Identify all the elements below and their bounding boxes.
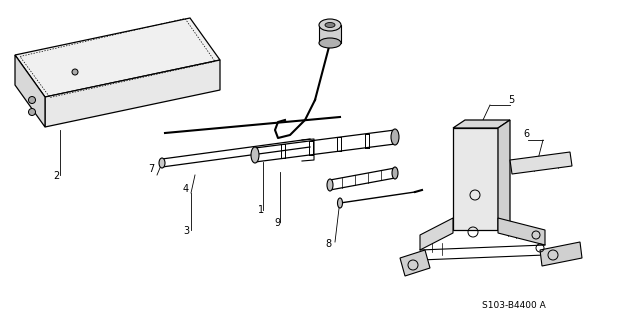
Polygon shape: [453, 120, 510, 128]
Ellipse shape: [319, 19, 341, 31]
Text: 9: 9: [274, 218, 280, 228]
Circle shape: [29, 108, 35, 116]
Ellipse shape: [159, 158, 165, 168]
Text: 4: 4: [183, 184, 189, 194]
Text: 3: 3: [183, 226, 189, 236]
Text: 6: 6: [523, 129, 529, 139]
Ellipse shape: [319, 38, 341, 48]
Polygon shape: [15, 18, 220, 97]
Ellipse shape: [337, 198, 342, 208]
Polygon shape: [319, 25, 341, 43]
Ellipse shape: [251, 147, 259, 163]
Text: 5: 5: [508, 95, 515, 105]
Text: S103-B4400 A: S103-B4400 A: [482, 301, 546, 310]
Polygon shape: [420, 218, 453, 250]
Polygon shape: [498, 120, 510, 230]
Polygon shape: [453, 128, 498, 230]
Polygon shape: [498, 218, 545, 245]
Polygon shape: [400, 250, 430, 276]
Ellipse shape: [392, 167, 398, 179]
Polygon shape: [15, 55, 45, 127]
Ellipse shape: [391, 129, 399, 145]
Text: 2: 2: [53, 171, 60, 181]
Ellipse shape: [327, 179, 333, 191]
Circle shape: [29, 97, 35, 103]
Polygon shape: [510, 152, 572, 174]
Polygon shape: [45, 60, 220, 127]
Circle shape: [72, 69, 78, 75]
Text: 7: 7: [148, 164, 154, 174]
Polygon shape: [540, 242, 582, 266]
Text: 8: 8: [325, 239, 331, 249]
Text: 1: 1: [258, 205, 264, 215]
Ellipse shape: [325, 22, 335, 28]
